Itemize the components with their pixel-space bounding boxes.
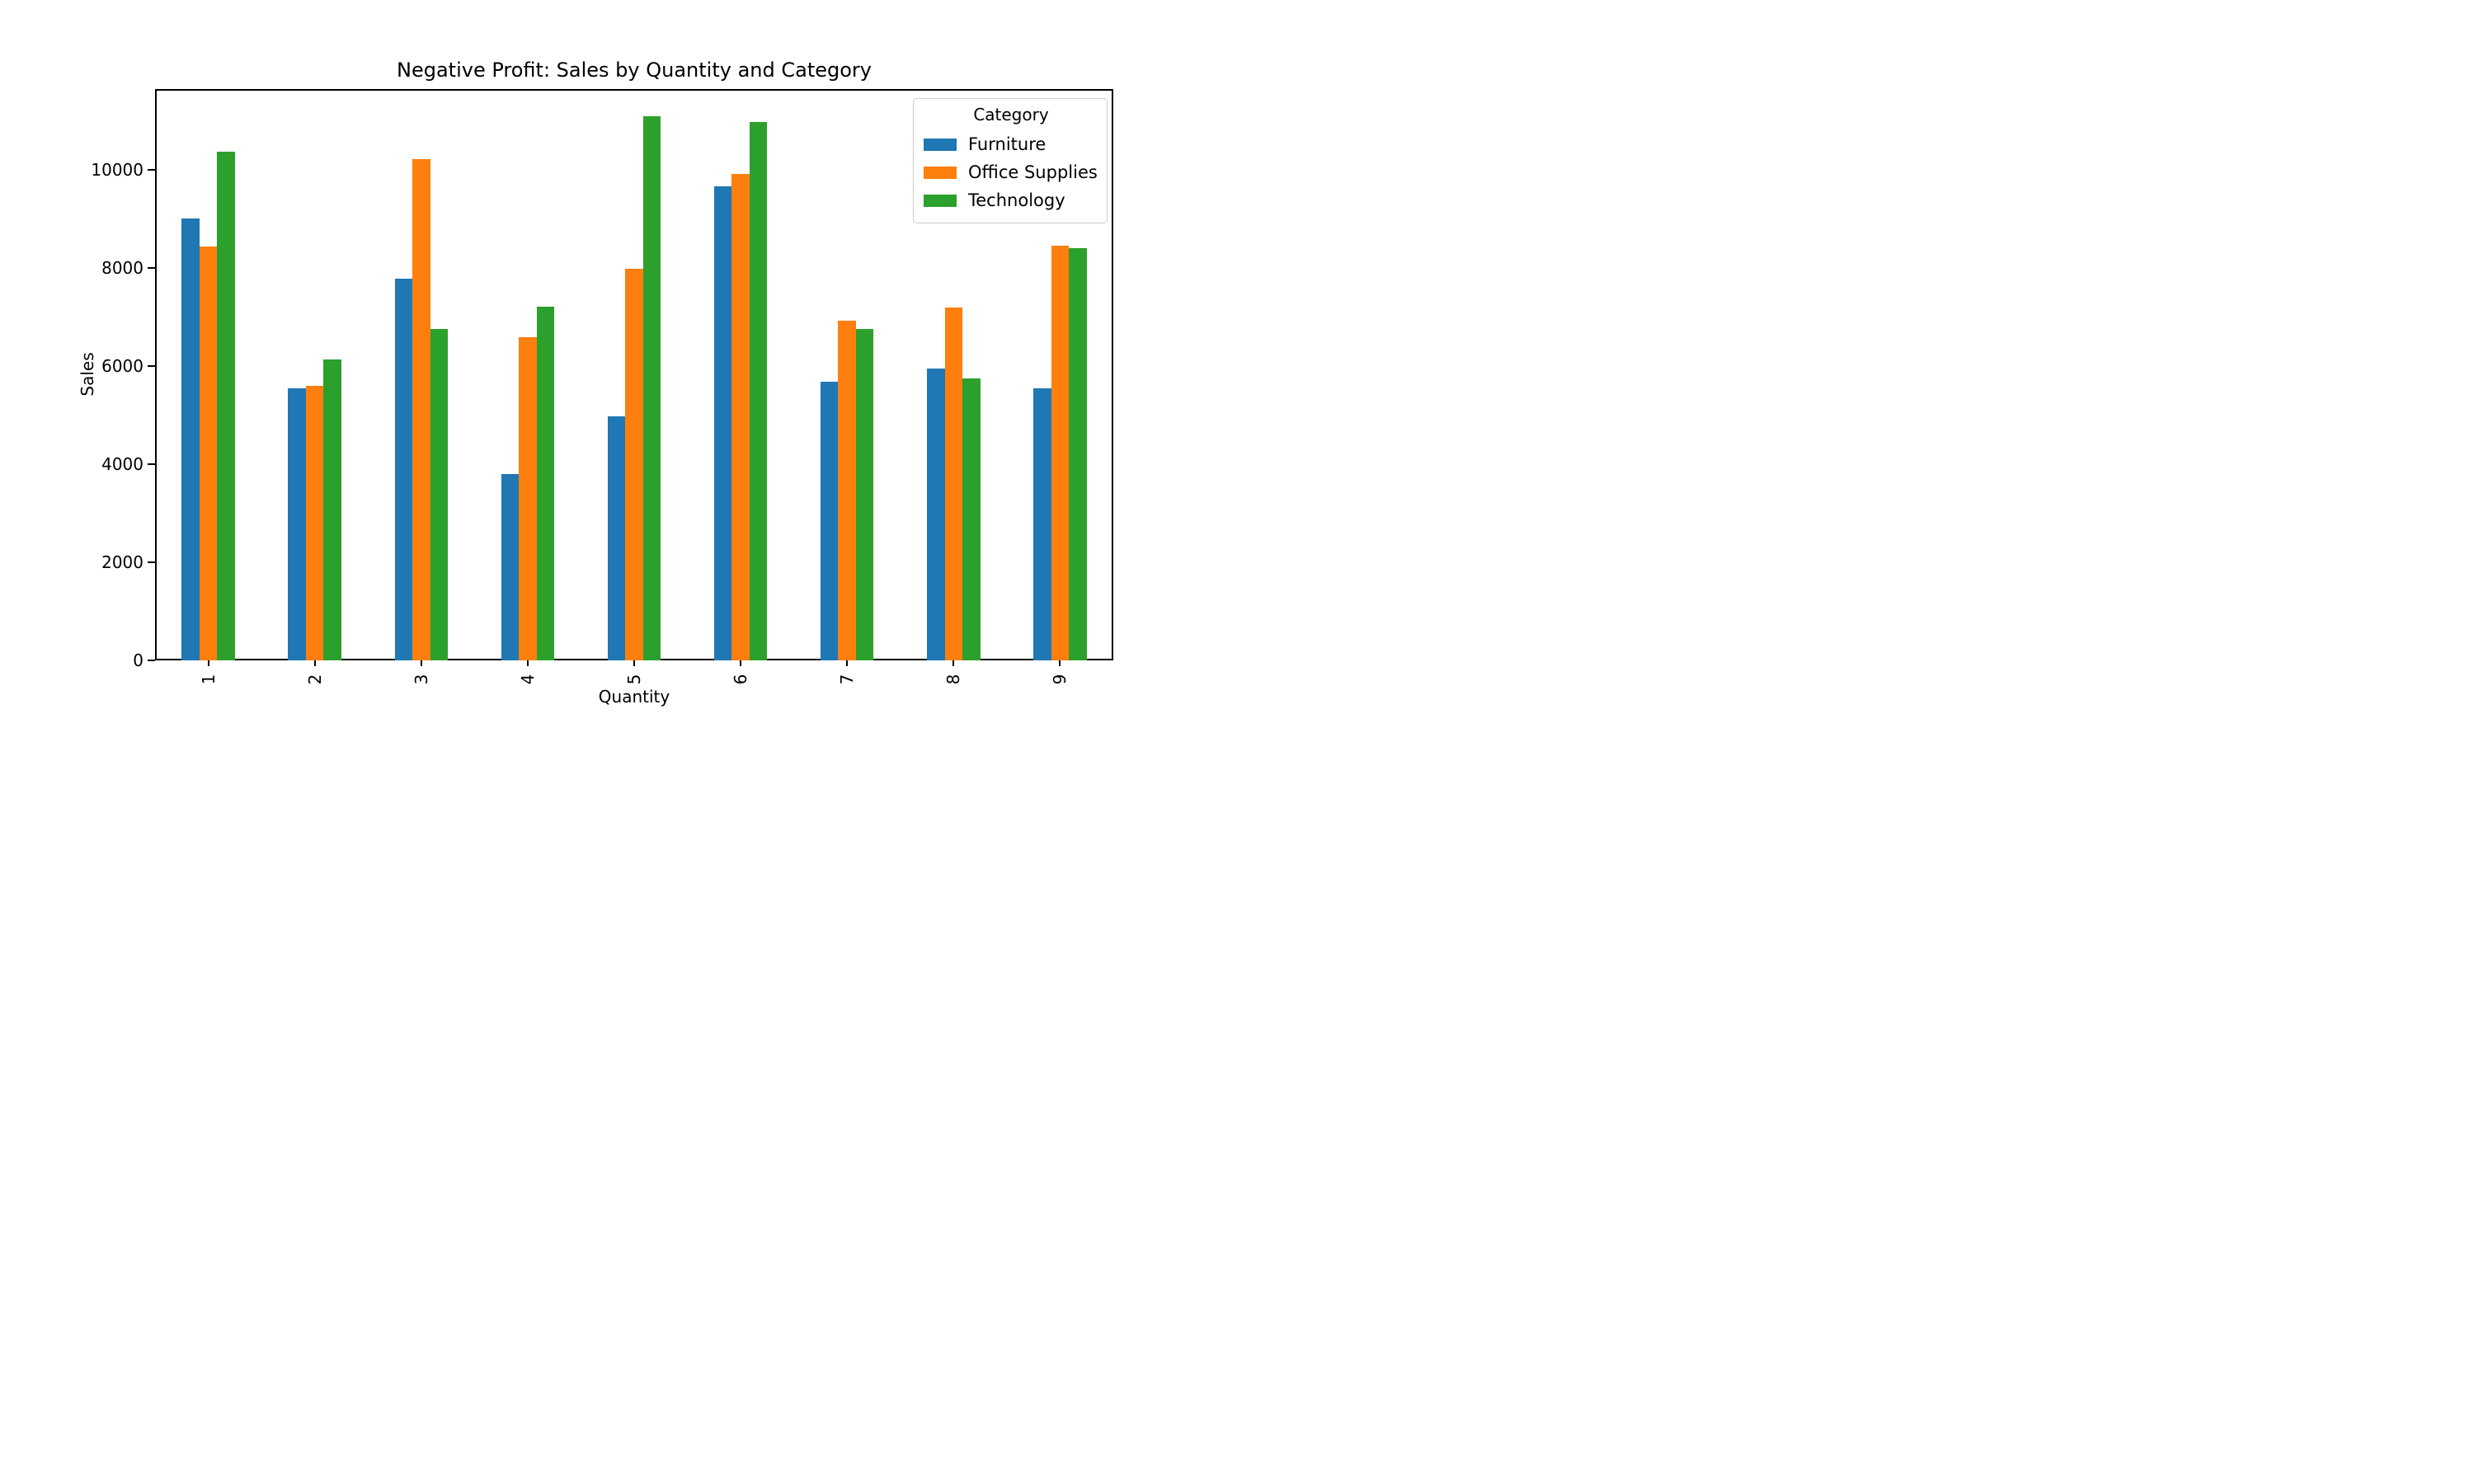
bar-furniture-q5 — [607, 416, 626, 660]
bar-office-supplies-q3 — [412, 158, 430, 660]
bar-office-supplies-q5 — [625, 269, 643, 660]
y-tick-mark — [148, 660, 155, 661]
chart-title: Negative Profit: Sales by Quantity and C… — [397, 59, 872, 82]
x-tick-label: 5 — [624, 674, 644, 685]
x-tick-label: 8 — [943, 674, 964, 685]
y-axis-label: Sales — [78, 352, 97, 397]
y-tick-mark — [148, 364, 155, 367]
figure-canvas: Negative Profit: Sales by Quantity and C… — [0, 0, 1237, 742]
x-tick-mark — [633, 660, 635, 666]
bar-technology-q9 — [1069, 248, 1087, 660]
legend-swatch-technology — [924, 194, 957, 207]
legend-title: Category — [973, 105, 1049, 124]
x-tick-mark — [313, 660, 316, 666]
legend-label: Technology — [968, 190, 1065, 210]
bar-technology-q3 — [430, 328, 449, 660]
bar-office-supplies-q9 — [1051, 246, 1070, 660]
x-tick-label: 9 — [1050, 674, 1070, 685]
legend-item-technology: Technology — [924, 186, 1098, 214]
bar-furniture-q3 — [394, 279, 413, 660]
legend-items: Furniture Office Supplies Technology — [924, 130, 1098, 214]
y-tick-mark — [148, 561, 155, 563]
y-tick-label: 6000 — [101, 355, 143, 376]
bar-technology-q6 — [749, 121, 768, 660]
x-tick-mark — [526, 660, 529, 666]
y-tick-label: 8000 — [101, 257, 143, 278]
bar-furniture-q1 — [181, 218, 200, 660]
bar-furniture-q7 — [820, 381, 839, 660]
legend-label: Office Supplies — [968, 162, 1098, 182]
x-axis-label: Quantity — [598, 687, 670, 707]
bar-technology-q4 — [536, 306, 555, 660]
x-tick-label: 4 — [517, 674, 538, 685]
bar-office-supplies-q2 — [305, 386, 324, 660]
bar-technology-q2 — [323, 359, 341, 660]
x-tick-label: 6 — [731, 674, 751, 685]
bar-office-supplies-q6 — [731, 174, 750, 660]
bar-technology-q5 — [642, 116, 661, 660]
legend-label: Furniture — [968, 134, 1047, 154]
x-tick-mark — [740, 660, 742, 666]
bar-furniture-q8 — [927, 368, 945, 660]
bar-furniture-q9 — [1033, 387, 1051, 660]
bar-technology-q7 — [855, 328, 874, 660]
bar-office-supplies-q4 — [519, 336, 537, 660]
x-tick-mark — [846, 660, 849, 666]
legend: Category Furniture Office Supplies Technol… — [913, 98, 1108, 223]
x-tick-mark — [420, 660, 422, 666]
x-tick-label: 3 — [411, 674, 431, 685]
y-tick-label: 10000 — [91, 159, 143, 180]
plot-bars-layer — [155, 89, 1113, 660]
bar-technology-q8 — [962, 378, 981, 660]
bar-office-supplies-q8 — [944, 308, 963, 660]
bar-furniture-q6 — [713, 186, 732, 660]
legend-item-office-supplies: Office Supplies — [924, 158, 1098, 186]
y-tick-label: 0 — [133, 650, 143, 670]
bar-furniture-q2 — [288, 388, 306, 660]
bar-office-supplies-q7 — [838, 321, 856, 660]
y-tick-mark — [148, 266, 155, 269]
y-tick-label: 2000 — [101, 552, 143, 572]
x-tick-label: 2 — [304, 674, 325, 685]
x-tick-label: 1 — [198, 674, 219, 685]
legend-swatch-office-supplies — [924, 166, 957, 179]
y-tick-label: 4000 — [101, 453, 143, 474]
y-tick-mark — [148, 463, 155, 465]
x-tick-mark — [952, 660, 955, 666]
bar-office-supplies-q1 — [199, 246, 218, 660]
bar-technology-q1 — [217, 152, 235, 660]
legend-item-furniture: Furniture — [924, 130, 1098, 158]
bar-furniture-q4 — [501, 474, 520, 660]
legend-swatch-furniture — [924, 138, 957, 151]
x-tick-label: 7 — [837, 674, 858, 685]
x-tick-mark — [207, 660, 209, 666]
x-tick-mark — [1059, 660, 1061, 666]
y-tick-mark — [148, 168, 155, 171]
